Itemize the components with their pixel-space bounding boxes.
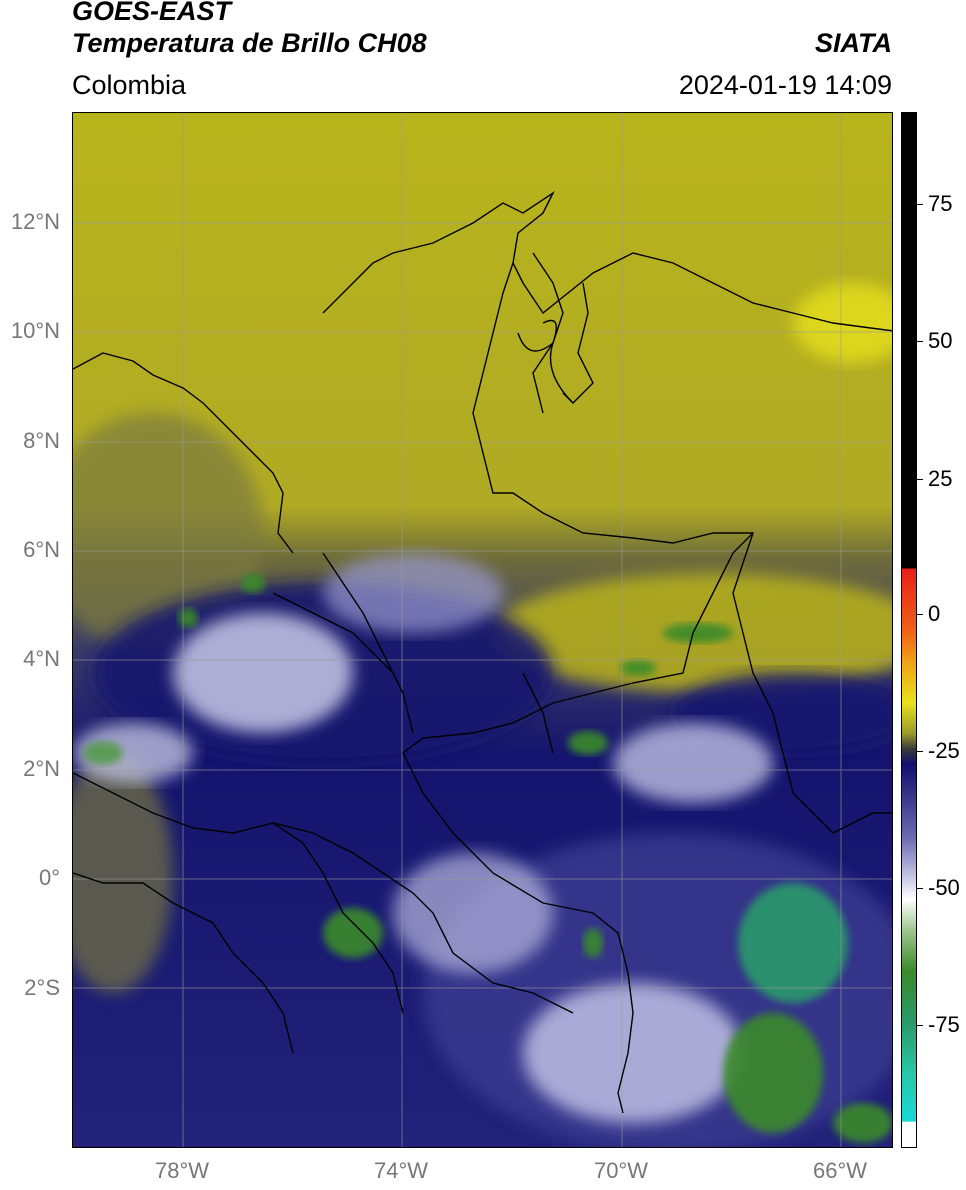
- lat-label-0: 0°: [38, 865, 60, 890]
- satellite-map: [72, 112, 893, 1148]
- colorbar-tick: [917, 751, 923, 752]
- region-title: Colombia: [72, 70, 187, 100]
- colorbar-tick: [917, 204, 923, 205]
- colorbar-tick: [917, 614, 923, 615]
- lat-label-6n: 6°N: [23, 537, 60, 562]
- lat-label-4n: 4°N: [23, 646, 60, 671]
- lon-label-74w: 74°W: [373, 1158, 429, 1183]
- agency-label: SIATA: [815, 28, 892, 58]
- colorbar-label-minus25: -25: [928, 738, 960, 763]
- lat-label-8n: 8°N: [23, 428, 60, 453]
- datetime-label: 2024-01-19 14:09: [678, 70, 892, 100]
- colorbar-label-50: 50: [928, 328, 953, 353]
- lat-label-2n: 2°N: [23, 756, 60, 781]
- product-title: Temperatura de Brillo CH08: [72, 28, 427, 58]
- colorbar-label-minus75: -75: [928, 1012, 960, 1037]
- graticule: [73, 113, 892, 1147]
- colorbar-tick: [917, 479, 923, 480]
- colorbar-tick: [917, 888, 923, 889]
- country-borders: [73, 190, 892, 1114]
- lon-label-78w: 78°W: [154, 1158, 210, 1183]
- brightness-temperature-field: [73, 113, 892, 1147]
- lon-label-66w: 66°W: [812, 1158, 868, 1183]
- lat-label-12n: 12°N: [10, 209, 60, 234]
- colorbar-label-0: 0: [928, 601, 941, 626]
- lat-label-2s: 2°S: [24, 975, 60, 1000]
- lon-label-70w: 70°W: [593, 1158, 649, 1183]
- colorbar-label-75: 75: [928, 191, 953, 216]
- satellite-title: GOES-EAST: [72, 0, 232, 26]
- colorbar-label-25: 25: [928, 466, 953, 491]
- colorbar-tick: [917, 1025, 923, 1026]
- colorbar-label-minus50: -50: [928, 875, 960, 900]
- colorbar: [901, 112, 917, 1148]
- lat-label-10n: 10°N: [10, 318, 60, 343]
- colorbar-tick: [917, 341, 923, 342]
